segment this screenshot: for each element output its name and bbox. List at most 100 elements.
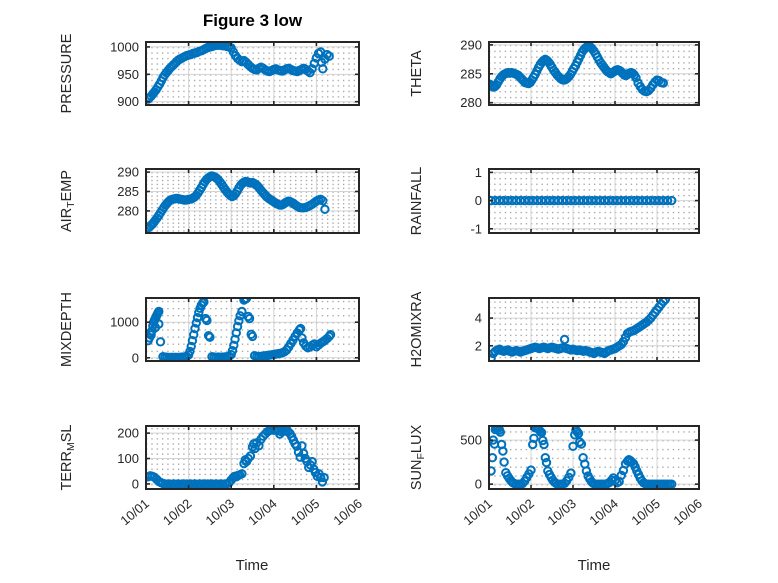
- axes-box: [488, 297, 700, 362]
- data-point: [489, 453, 498, 463]
- scatter-series-pressure: [146, 42, 334, 104]
- data-point: [239, 298, 249, 305]
- data-point: [489, 353, 496, 361]
- data-point: [295, 323, 306, 334]
- data-point: [539, 439, 549, 450]
- data-point: [187, 336, 198, 346]
- x-tick-label: 10/02: [502, 496, 537, 528]
- data-point: [633, 195, 643, 206]
- subplot-pressure: 900 950 1000 PRESSURE: [59, 33, 360, 113]
- y-axis-label-air-temp: AIRTEMP: [59, 170, 77, 232]
- data-point: [499, 457, 509, 467]
- subplot-theta: 280 285 290 THETA: [409, 37, 700, 110]
- data-point: [498, 446, 508, 456]
- data-point: [495, 427, 505, 437]
- data-point: [146, 330, 156, 340]
- data-point: [570, 195, 580, 206]
- data-point: [616, 195, 626, 206]
- data-point: [591, 195, 601, 206]
- data-point: [658, 298, 668, 307]
- data-point: [316, 472, 326, 483]
- data-point: [660, 298, 671, 305]
- figure-title: Figure 3 low: [202, 11, 303, 30]
- data-point: [599, 195, 610, 206]
- data-point: [318, 64, 328, 74]
- x-axis-label-right: Time: [577, 557, 611, 574]
- data-point: [529, 433, 539, 443]
- x-tick-label: 10/04: [245, 496, 280, 528]
- y-tick-label: 1000: [110, 39, 139, 54]
- y-axis-label-pressure: PRESSURE: [59, 33, 75, 113]
- data-point: [578, 195, 589, 206]
- tick-marks: [145, 297, 360, 362]
- data-point: [245, 451, 256, 461]
- tick-marks: [488, 297, 700, 362]
- data-point: [541, 457, 552, 468]
- data-point: [538, 435, 548, 446]
- y-axis-label-sun-flux: SUNFLUX: [409, 425, 427, 491]
- y-tick-label: 1: [475, 165, 482, 180]
- data-point: [532, 195, 542, 206]
- data-point: [549, 195, 559, 206]
- tick-marks: [488, 41, 700, 106]
- data-point: [190, 323, 200, 334]
- x-axis-label-left: Time: [235, 557, 269, 574]
- axes-box: [145, 297, 360, 362]
- scatter-series-rainfall: [489, 195, 677, 206]
- x-tick-label: 10/03: [203, 496, 238, 528]
- data-point: [535, 426, 545, 436]
- data-point: [154, 306, 164, 317]
- data-point: [325, 330, 336, 340]
- y-tick-label: 285: [460, 66, 482, 81]
- data-point: [205, 332, 215, 342]
- y-tick-label: 200: [117, 426, 139, 441]
- y-tick-label: 0: [132, 350, 139, 365]
- data-point: [637, 195, 647, 206]
- x-tick-label: 10/01: [460, 496, 495, 528]
- tick-marks: [145, 41, 360, 106]
- data-point: [620, 195, 631, 206]
- data-point: [610, 475, 620, 486]
- y-tick-label: 290: [460, 37, 482, 52]
- x-tick-label: 10/03: [544, 496, 579, 528]
- data-point: [324, 51, 334, 61]
- axes-box: [488, 425, 700, 490]
- axes-box: [145, 168, 360, 234]
- data-point: [517, 478, 528, 489]
- data-point: [658, 78, 668, 88]
- y-tick-label: 285: [117, 184, 139, 199]
- data-point: [612, 195, 622, 206]
- data-point: [307, 64, 317, 74]
- data-point: [191, 318, 202, 328]
- y-tick-label: 0: [475, 477, 482, 492]
- data-point: [202, 315, 212, 326]
- data-point: [528, 439, 538, 450]
- data-point: [185, 346, 195, 357]
- data-point: [511, 195, 521, 206]
- data-point: [489, 195, 496, 206]
- data-point: [507, 195, 517, 206]
- y-tick-label: 0: [132, 476, 139, 491]
- y-tick-label: 2: [475, 338, 482, 353]
- data-point: [244, 313, 255, 324]
- y-tick-label: 500: [460, 433, 482, 448]
- y-tick-label: 280: [117, 203, 139, 218]
- y-axis-label-terr-msl: TERRMSL: [59, 425, 77, 491]
- data-point: [319, 472, 329, 483]
- data-point: [489, 466, 496, 476]
- data-point: [573, 428, 584, 439]
- data-point: [658, 195, 668, 206]
- data-point: [237, 469, 247, 479]
- y-tick-label: 290: [117, 165, 139, 180]
- data-point: [232, 321, 243, 332]
- y-tick-label: 1000: [110, 315, 139, 330]
- data-point: [186, 341, 196, 352]
- data-point: [576, 439, 587, 449]
- data-point: [616, 470, 626, 480]
- x-tick-label: 10/05: [628, 496, 663, 528]
- data-point: [298, 448, 309, 459]
- y-tick-label: 100: [117, 451, 139, 466]
- subplot-terr-msl: 0 100 200 TERRMSL 10/01 10/02 10/03 10/04 10/05 1…: [59, 425, 365, 529]
- x-tick-label: 10/02: [160, 496, 195, 528]
